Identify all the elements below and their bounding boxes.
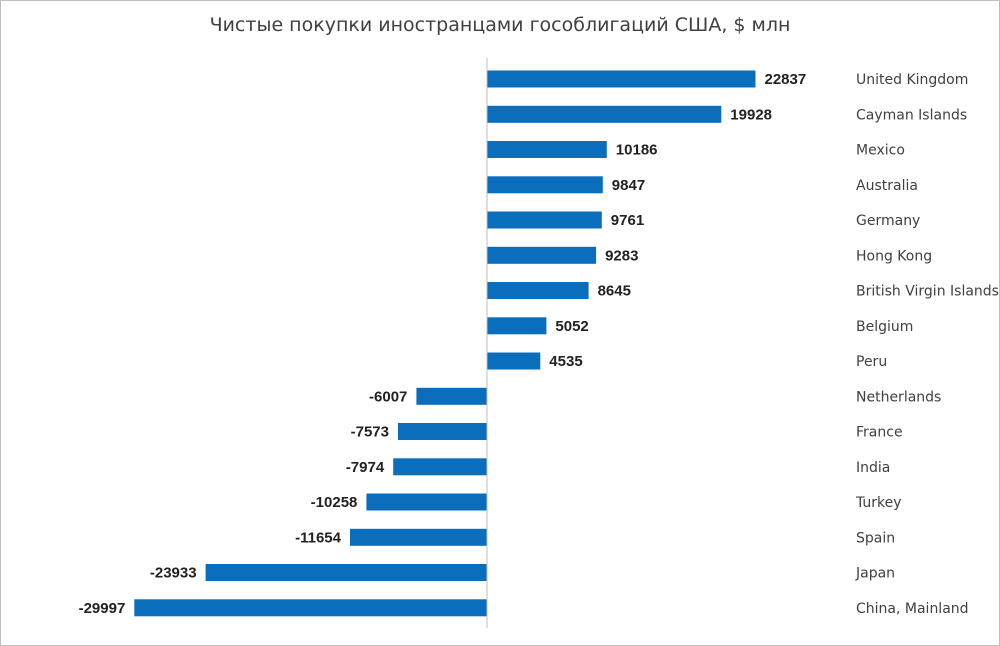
bar bbox=[487, 105, 722, 123]
bar-value-label: 22837 bbox=[765, 71, 807, 88]
bar bbox=[487, 70, 756, 88]
bar-value-label: 8645 bbox=[598, 283, 631, 300]
category-label: India bbox=[856, 460, 890, 476]
category-label: Spain bbox=[856, 530, 895, 546]
bar-group bbox=[134, 70, 756, 617]
bar bbox=[205, 564, 487, 581]
bar-value-label: -23933 bbox=[150, 565, 197, 582]
category-label: Turkey bbox=[855, 495, 902, 511]
bar bbox=[398, 423, 487, 440]
category-label: Hong Kong bbox=[856, 248, 932, 264]
category-label: Netherlands bbox=[856, 389, 941, 405]
bar bbox=[487, 282, 589, 299]
bar-value-label: 9847 bbox=[612, 177, 645, 194]
bar bbox=[487, 176, 603, 194]
bar-value-label: -10258 bbox=[311, 494, 358, 511]
category-label: China, Mainland bbox=[856, 601, 969, 617]
bar bbox=[393, 458, 487, 476]
bar-value-label: -11654 bbox=[295, 529, 342, 546]
bar bbox=[487, 211, 602, 229]
bar-value-label: -7573 bbox=[351, 424, 389, 441]
bar bbox=[350, 528, 487, 546]
bar bbox=[487, 246, 597, 264]
bar bbox=[134, 599, 488, 617]
category-label: Peru bbox=[856, 354, 887, 370]
bar-value-label: 5052 bbox=[555, 318, 588, 335]
bar bbox=[366, 493, 487, 511]
bar-value-label: -6007 bbox=[369, 388, 407, 405]
bar bbox=[487, 141, 607, 158]
category-label: British Virgin Islands bbox=[856, 284, 999, 300]
bar-value-label: 19928 bbox=[730, 106, 772, 123]
category-label: France bbox=[856, 425, 903, 441]
bar-value-label: 10186 bbox=[616, 142, 658, 159]
category-label-group: United Kingdom Cayman Islands Mexico Austra… bbox=[855, 72, 999, 617]
bar-value-label: -7974 bbox=[346, 459, 385, 476]
category-label: Belgium bbox=[856, 319, 913, 335]
category-label: Australia bbox=[856, 178, 918, 194]
bar-value-label: 9283 bbox=[605, 247, 638, 264]
bar-value-label: 4535 bbox=[549, 353, 582, 370]
category-label: Japan bbox=[855, 566, 895, 582]
bar bbox=[416, 387, 487, 405]
chart-title: Чистые покупки иностранцами гособлигаций… bbox=[209, 14, 791, 36]
bar-value-label: 9761 bbox=[611, 212, 644, 229]
category-label: United Kingdom bbox=[856, 72, 968, 88]
bar bbox=[487, 317, 547, 335]
bar bbox=[487, 352, 541, 370]
value-label-group: 22837 19928 10186 9847 9761 9283 8645 5052 4535 -… bbox=[79, 71, 807, 617]
category-label: Mexico bbox=[856, 143, 905, 159]
bar-value-label: -29997 bbox=[79, 600, 126, 617]
category-label: Germany bbox=[856, 213, 920, 229]
category-label: Cayman Islands bbox=[856, 107, 967, 123]
